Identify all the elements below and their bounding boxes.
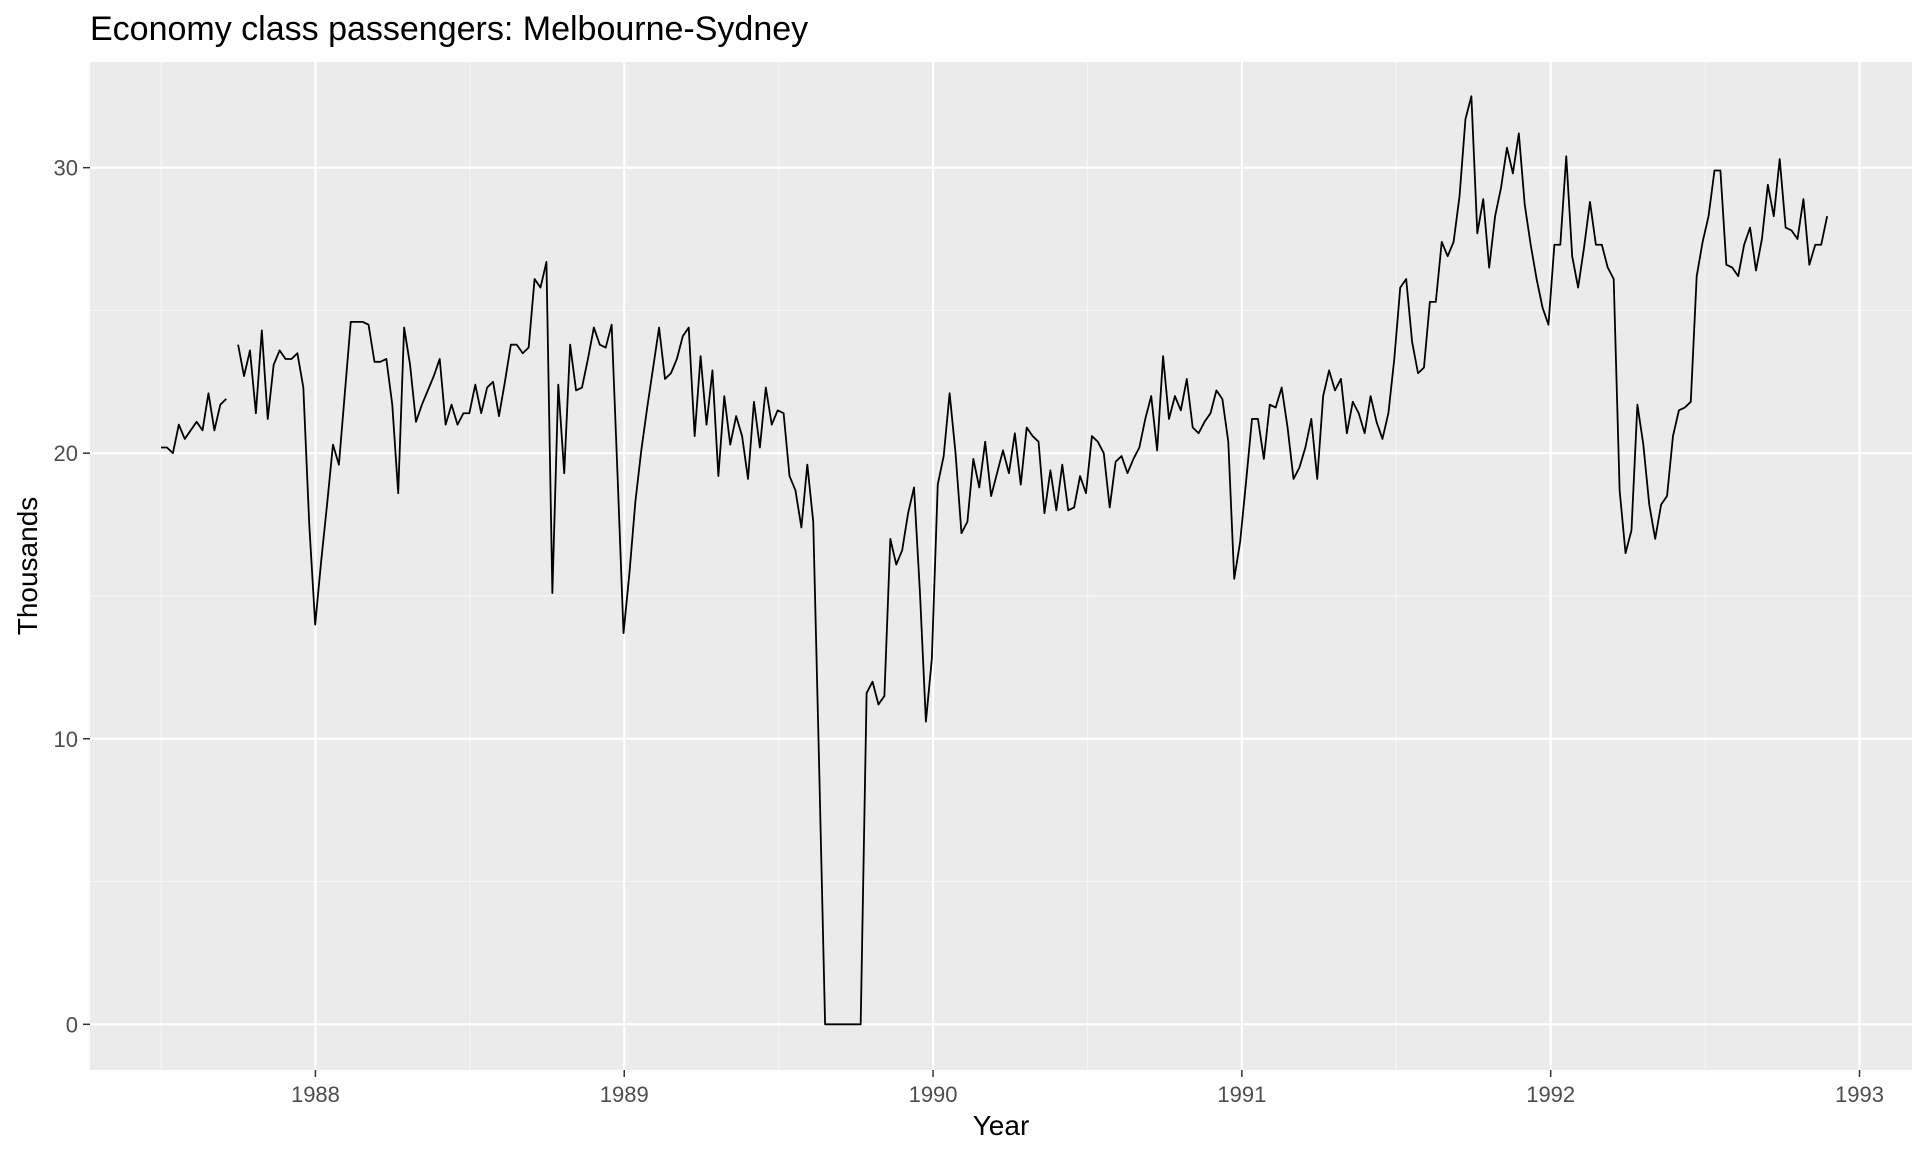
y-tick-label: 30 <box>54 156 78 181</box>
x-axis-title: Year <box>973 1110 1030 1141</box>
y-tick-label: 10 <box>54 727 78 752</box>
x-tick-label: 1992 <box>1526 1082 1575 1107</box>
y-axis: 0 10 20 30 <box>54 156 90 1037</box>
plot-panel <box>90 62 1912 1070</box>
y-tick-label: 0 <box>66 1012 78 1037</box>
x-tick-label: 1993 <box>1835 1082 1884 1107</box>
x-tick-label: 1988 <box>291 1082 340 1107</box>
y-tick-label: 20 <box>54 441 78 466</box>
series-line <box>161 95 1829 1026</box>
major-grid <box>90 62 1912 1070</box>
x-tick-label: 1990 <box>909 1082 958 1107</box>
y-axis-title: Thousands <box>12 497 43 636</box>
chart-title: Economy class passengers: Melbourne-Sydn… <box>90 10 808 48</box>
x-tick-label: 1991 <box>1217 1082 1266 1107</box>
x-tick-label: 1989 <box>600 1082 649 1107</box>
x-axis: 1988 1989 1990 1991 1992 1993 <box>291 1070 1884 1107</box>
series-layer <box>161 95 1829 1026</box>
